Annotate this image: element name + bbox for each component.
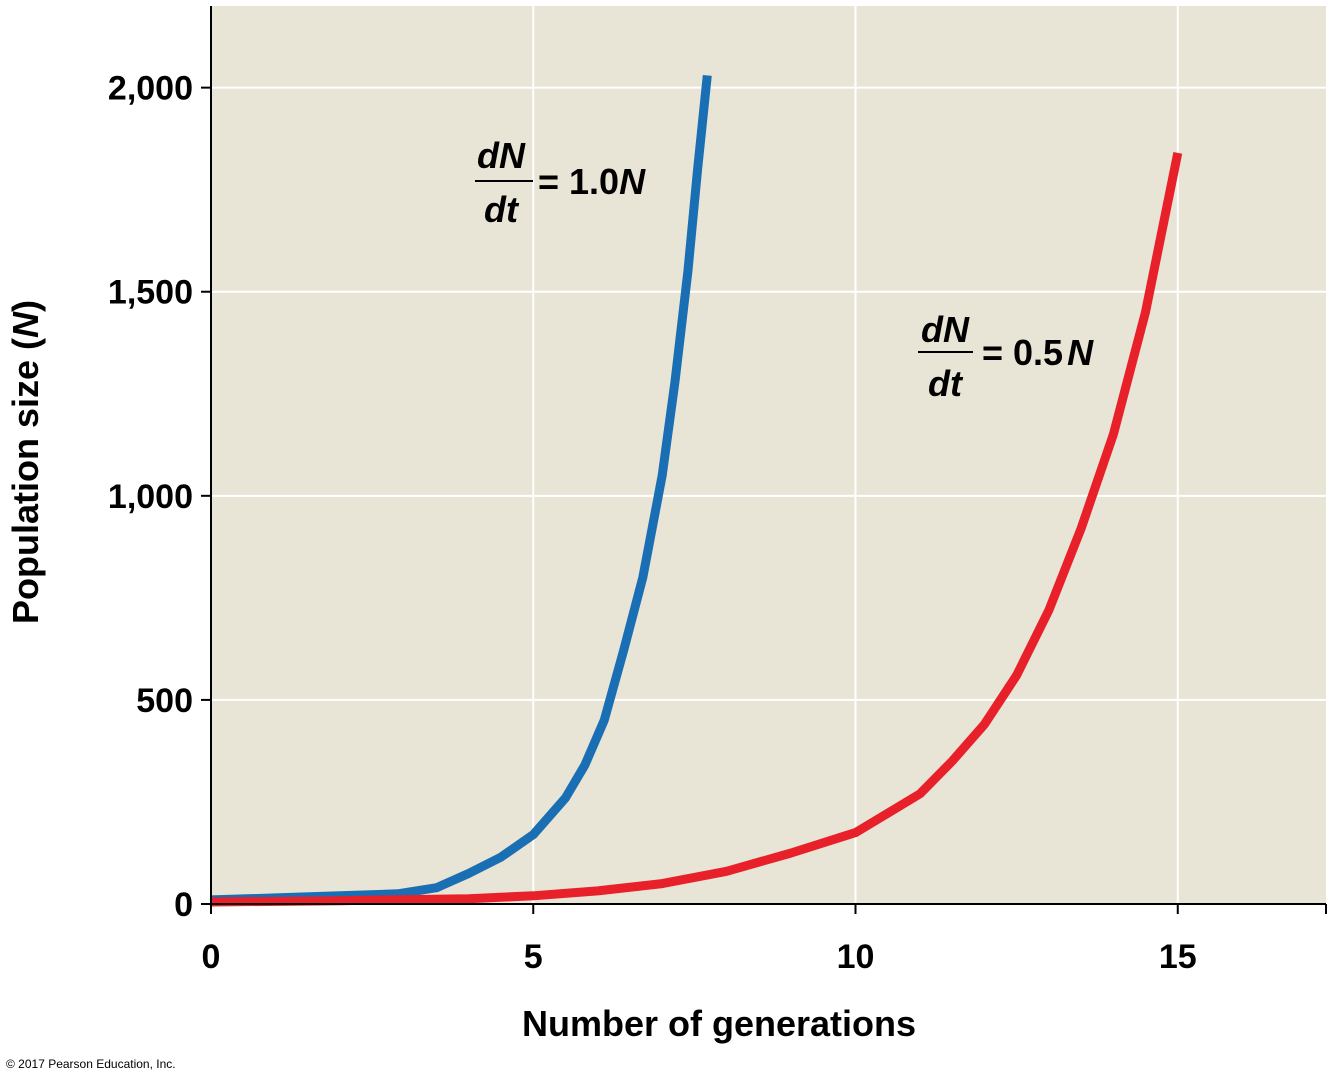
equation-red-denominator: dt bbox=[928, 363, 964, 404]
series-line-red bbox=[210, 152, 1183, 907]
x-tick-label: 15 bbox=[1159, 938, 1197, 976]
x-axis-title: Number of generations bbox=[522, 1003, 916, 1044]
x-tick-label: 10 bbox=[837, 938, 875, 976]
y-tick-label: 2,000 bbox=[108, 70, 193, 108]
copyright-notice: © 2017 Pearson Education, Inc. bbox=[6, 1057, 176, 1071]
x-tick-label: 0 bbox=[202, 938, 221, 976]
axis-ticks: 0 5 10 15 0 500 1,000 1,500 2,000 bbox=[108, 70, 1327, 976]
equation-blue: dN dt = 1.0N bbox=[475, 135, 646, 230]
series-lines bbox=[210, 74, 1183, 907]
y-axis-title: Population size (N) bbox=[5, 300, 46, 624]
equation-red-rhs: = 0.5 N bbox=[982, 332, 1094, 373]
equation-blue-denominator: dt bbox=[484, 189, 520, 230]
x-tick-label: 5 bbox=[524, 938, 543, 976]
series-line-blue bbox=[210, 74, 712, 905]
equation-blue-numerator: dN bbox=[477, 135, 526, 176]
equation-blue-rhs: = 1.0N bbox=[538, 161, 646, 202]
y-tick-label: 1,000 bbox=[108, 478, 193, 516]
equation-red-numerator: dN bbox=[921, 309, 970, 350]
equation-red: dN dt = 0.5 N bbox=[918, 309, 1094, 404]
y-tick-label: 500 bbox=[136, 682, 193, 720]
y-tick-label: 0 bbox=[174, 886, 193, 924]
plot-area bbox=[211, 6, 1326, 904]
y-tick-label: 1,500 bbox=[108, 274, 193, 312]
